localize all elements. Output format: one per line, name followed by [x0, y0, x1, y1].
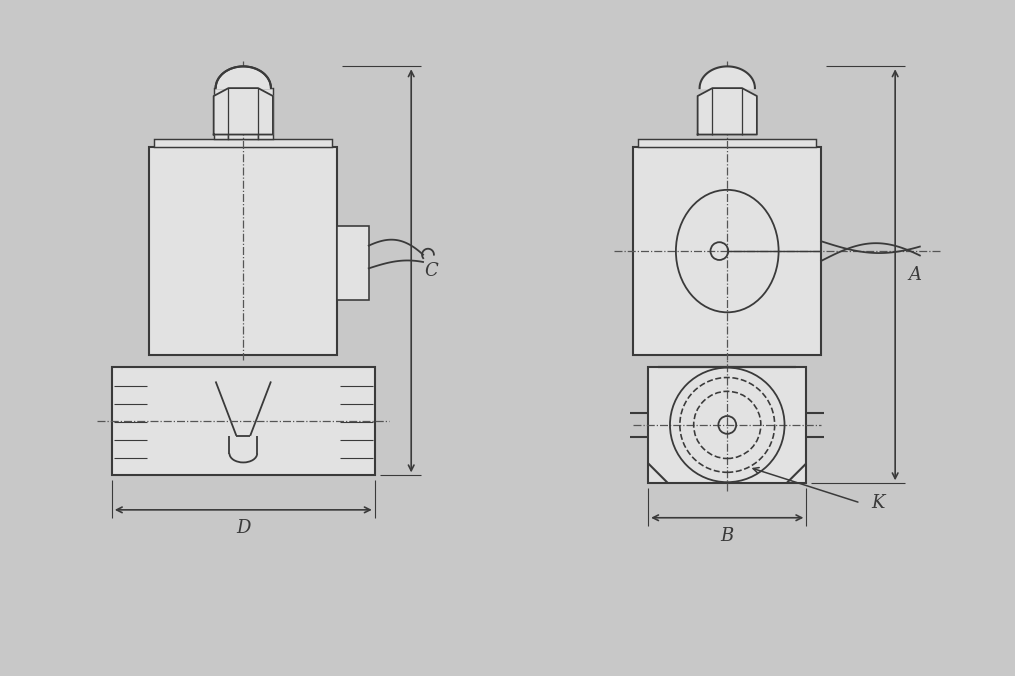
Bar: [337, 226, 368, 300]
Bar: [112, 366, 375, 475]
Text: K: K: [872, 494, 885, 512]
Bar: [638, 139, 816, 147]
Text: D: D: [236, 518, 251, 537]
Bar: [633, 147, 821, 355]
Polygon shape: [697, 88, 757, 135]
Polygon shape: [214, 88, 273, 135]
Text: C: C: [424, 262, 437, 280]
Bar: [154, 139, 332, 147]
Bar: [228, 88, 258, 139]
Bar: [214, 88, 228, 139]
Text: A: A: [908, 266, 922, 284]
Bar: [649, 366, 806, 483]
Bar: [149, 147, 337, 355]
Bar: [258, 88, 273, 139]
Text: B: B: [721, 527, 734, 545]
